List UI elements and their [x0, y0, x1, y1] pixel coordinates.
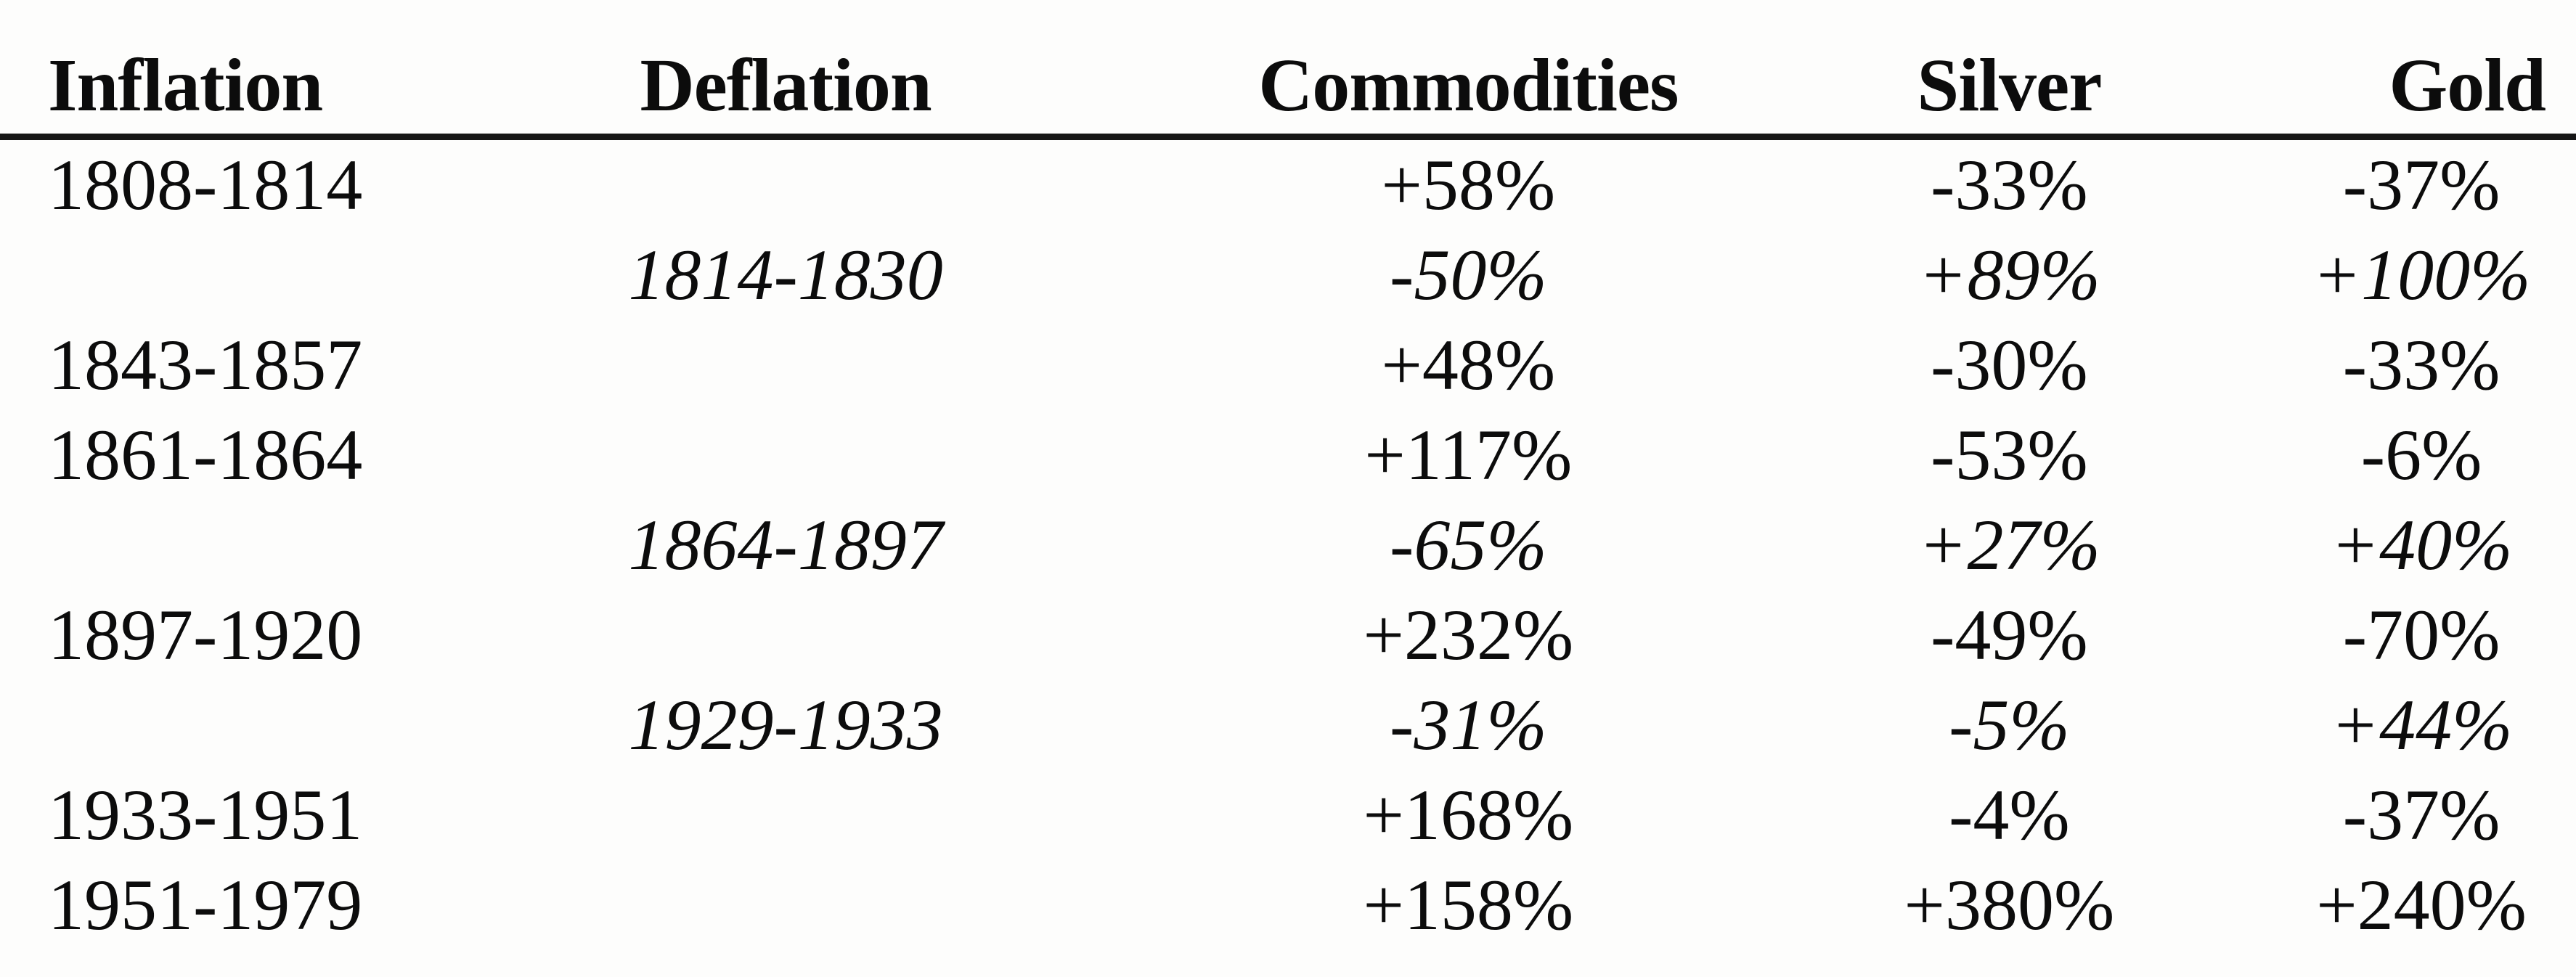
cell-commodities: +58%	[1381, 144, 1556, 225]
cell-gold: +40%	[2330, 504, 2513, 585]
cell-commodities: +232%	[1363, 594, 1574, 675]
cell-commodities: +168%	[1363, 774, 1574, 855]
cell-commodities: +158%	[1363, 864, 1574, 945]
cell-gold: +44%	[2330, 684, 2513, 765]
cell-inflation: 1951-1979	[48, 864, 363, 945]
cell-inflation: 1897-1920	[48, 594, 363, 675]
cell-deflation: 1929-1933	[628, 684, 943, 765]
cell-silver: -33%	[1931, 144, 2088, 225]
cell-silver: -53%	[1931, 414, 2088, 495]
cell-deflation	[386, 410, 1185, 500]
table-row-1951-1979: 1951-1979 +158% +380% +240%	[0, 860, 2576, 950]
cell-commodities: +48%	[1381, 324, 1556, 405]
cell-inflation	[0, 680, 386, 770]
cell-deflation: 1864-1897	[628, 504, 943, 585]
cell-inflation	[0, 500, 386, 590]
table-row-1897-1920: 1897-1920 +232% -49% -70%	[0, 590, 2576, 680]
cell-silver: -49%	[1931, 594, 2088, 675]
cell-commodities: -65%	[1390, 504, 1547, 585]
cell-inflation: 1808-1814	[48, 144, 363, 225]
table-row-1864-1897: 1864-1897 -65% +27% +40%	[0, 500, 2576, 590]
cell-gold: -70%	[2342, 594, 2500, 675]
col-header-gold: Gold	[2389, 44, 2546, 127]
col-header-deflation: Deflation	[640, 44, 932, 127]
cell-inflation	[0, 230, 386, 320]
cell-gold: -37%	[2342, 774, 2500, 855]
cell-deflation	[386, 770, 1185, 860]
table-row-1861-1864: 1861-1864 +117% -53% -6%	[0, 410, 2576, 500]
cell-gold: -37%	[2342, 144, 2500, 225]
cell-gold: +100%	[2312, 234, 2531, 315]
inflation-deflation-returns-table: Inflation Deflation Commodities Silver G…	[0, 28, 2576, 950]
table-row-1808-1814: 1808-1814 +58% -33% -37%	[0, 137, 2576, 231]
cell-silver: +380%	[1904, 864, 2115, 945]
cell-commodities: -50%	[1390, 234, 1547, 315]
cell-inflation: 1843-1857	[48, 324, 363, 405]
cell-silver: -5%	[1949, 684, 2070, 765]
cell-silver: +89%	[1918, 234, 2100, 315]
cell-silver: -4%	[1949, 774, 2070, 855]
cell-deflation	[386, 860, 1185, 950]
cell-silver: -30%	[1931, 324, 2088, 405]
cell-deflation	[386, 590, 1185, 680]
cell-silver: +27%	[1918, 504, 2100, 585]
table-row-1933-1951: 1933-1951 +168% -4% -37%	[0, 770, 2576, 860]
cell-gold: +240%	[2316, 864, 2527, 945]
cell-deflation: 1814-1830	[628, 234, 943, 315]
cell-gold: -6%	[2360, 414, 2482, 495]
cell-commodities: +117%	[1364, 414, 1573, 495]
table-row-1929-1933: 1929-1933 -31% -5% +44%	[0, 680, 2576, 770]
cell-deflation	[386, 137, 1185, 231]
table-body: 1808-1814 +58% -33% -37% 1814-1830 -50% +89% +1…	[0, 137, 2576, 951]
cell-deflation	[386, 320, 1185, 410]
cell-inflation: 1861-1864	[48, 414, 363, 495]
header-row: Inflation Deflation Commodities Silver G…	[0, 28, 2576, 137]
cell-commodities: -31%	[1390, 684, 1547, 765]
cell-inflation: 1933-1951	[48, 774, 363, 855]
cell-gold: -33%	[2342, 324, 2500, 405]
table-row-1814-1830: 1814-1830 -50% +89% +100%	[0, 230, 2576, 320]
col-header-silver: Silver	[1917, 44, 2102, 127]
table-row-1843-1857: 1843-1857 +48% -30% -33%	[0, 320, 2576, 410]
col-header-inflation: Inflation	[48, 44, 323, 127]
col-header-commodities: Commodities	[1258, 44, 1679, 127]
